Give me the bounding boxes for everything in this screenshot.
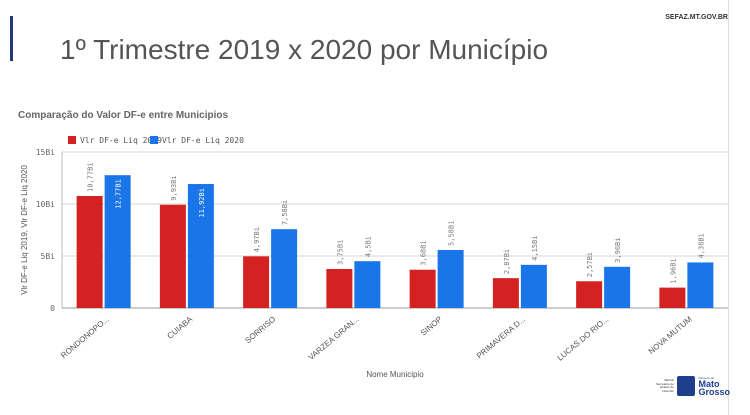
site-url: SEFAZ.MT.GOV.BR — [665, 14, 728, 21]
x-tick-label: SORRISO — [243, 315, 277, 346]
y-axis-title: Vlr DF-e Liq 2019, Vlr DF-e Liq 2020 — [20, 165, 29, 295]
x-tick-label: LUCAS DO RIO... — [556, 315, 611, 363]
x-tick-label: SINOP — [419, 315, 444, 338]
y-tick-label: 5Bi — [41, 252, 56, 261]
data-label: 3,96Bi — [614, 238, 622, 263]
data-label: 7,58Bi — [281, 200, 289, 225]
data-label: 11,92Bi — [198, 188, 206, 218]
bar-2020 — [437, 249, 464, 308]
x-tick-label: RONDONOPO... — [59, 315, 111, 360]
bar-2020 — [104, 175, 131, 308]
bar-2019 — [492, 278, 519, 308]
data-label: 5,58Bi — [448, 221, 456, 246]
page-title: 1º Trimestre 2019 x 2020 por Município — [60, 34, 549, 65]
data-label: 3,68Bi — [420, 240, 428, 265]
bar-2020 — [687, 262, 714, 308]
y-tick-label: 10Bi — [36, 200, 55, 209]
title-accent-bar — [10, 16, 13, 61]
chart-title: Comparação do Valor DF-e entre Municipio… — [18, 110, 229, 121]
data-label: 9,93Bi — [170, 175, 178, 200]
x-tick-label: VARZEA GRAN... — [307, 315, 361, 362]
bar-2020 — [271, 229, 298, 308]
legend-label: Vlr DF-e Liq 2020 — [162, 136, 244, 145]
logo-name: Mato Grosso — [698, 379, 730, 398]
logo: SEFAZ Secretaria de Estado de Fazenda Go… — [655, 376, 750, 398]
bar-2019 — [659, 287, 686, 308]
data-label: 4,15Bi — [531, 236, 539, 261]
bar-2020 — [520, 264, 547, 308]
bar-2019 — [326, 269, 353, 308]
x-axis-title: Nome Municipio — [366, 370, 424, 379]
data-label: 2,57Bi — [586, 252, 594, 277]
data-label: 4,97Bi — [253, 227, 261, 252]
data-label: 1,96Bi — [669, 258, 677, 283]
bar-2020 — [354, 261, 381, 308]
bar-2019 — [243, 256, 270, 308]
x-tick-label: CUIABA — [166, 314, 195, 340]
logo-gov: Governo de — [698, 376, 715, 380]
logo-seal — [676, 376, 696, 397]
bar-2020 — [187, 184, 214, 308]
x-tick-label: NOVA MUTUM — [647, 314, 694, 356]
legend-label: Vlr DF-e Liq 2019 — [80, 136, 162, 145]
bar-2019 — [76, 195, 103, 308]
data-label: 12,77Bi — [115, 179, 123, 209]
data-label: 2,87Bi — [503, 249, 511, 274]
data-label: 3,75Bi — [336, 240, 344, 265]
bar-2019 — [409, 269, 436, 308]
divider — [728, 0, 729, 415]
data-label: 4,38Bi — [697, 233, 705, 258]
logo-agency: SEFAZ Secretaria de Estado de Fazenda — [655, 377, 674, 393]
data-label: 4,5Bi — [364, 236, 372, 257]
data-label: 10,77Bi — [87, 162, 95, 192]
y-tick-label: 15Bi — [36, 148, 55, 157]
bar-2019 — [576, 281, 603, 308]
legend-swatch — [68, 136, 76, 144]
x-tick-label: PRIMAVERA D... — [475, 315, 527, 361]
bar-2020 — [604, 266, 631, 308]
legend-swatch — [150, 136, 158, 144]
bar-2019 — [159, 204, 186, 308]
y-tick-label: 0 — [50, 304, 55, 313]
